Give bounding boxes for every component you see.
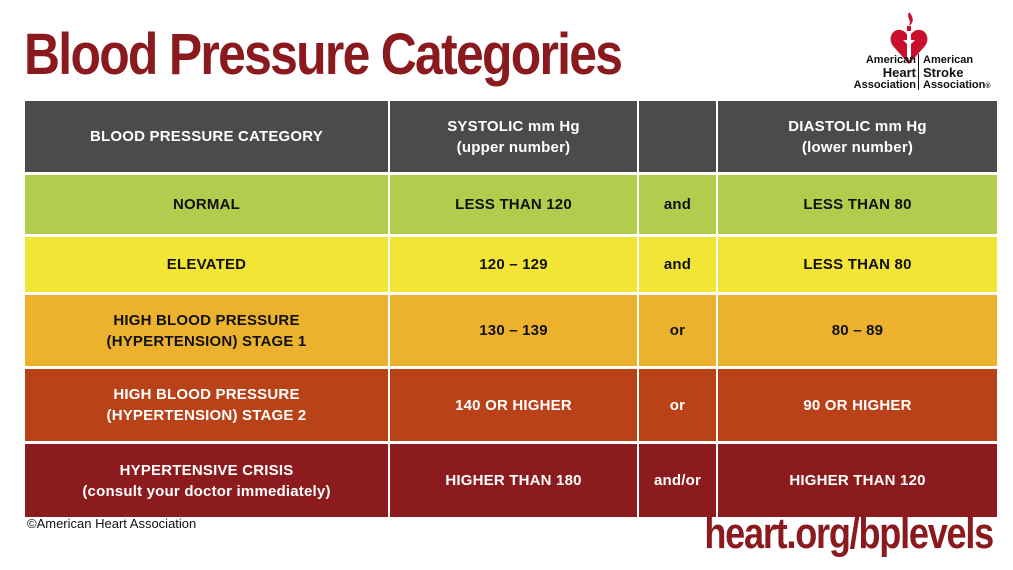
header-category: BLOOD PRESSURE CATEGORY xyxy=(25,101,388,172)
category-cell: NORMAL xyxy=(25,175,388,234)
systolic-cell: HIGHER THAN 180 xyxy=(390,444,637,517)
header-diastolic: DIASTOLIC mm Hg (lower number) xyxy=(718,101,997,172)
category-cell: HYPERTENSIVE CRISIS (consult your doctor… xyxy=(25,444,388,517)
systolic-cell: 120 – 129 xyxy=(390,237,637,292)
header-systolic: SYSTOLIC mm Hg (upper number) xyxy=(390,101,637,172)
systolic-cell: 140 OR HIGHER xyxy=(390,369,637,441)
systolic-cell: LESS THAN 120 xyxy=(390,175,637,234)
diastolic-cell: HIGHER THAN 120 xyxy=(718,444,997,517)
connector-cell: or xyxy=(639,295,716,366)
systolic-cell: 130 – 139 xyxy=(390,295,637,366)
aha-asa-logo: American Heart Association American Stro… xyxy=(842,10,992,91)
website-url: heart.org/bplevels xyxy=(704,509,994,558)
heart-torch-icon xyxy=(890,12,928,64)
aha-wordmark: American Heart Association xyxy=(853,54,916,91)
connector-cell: and xyxy=(639,237,716,292)
logo-divider xyxy=(918,54,919,90)
category-cell: HIGH BLOOD PRESSURE (HYPERTENSION) STAGE… xyxy=(25,295,388,366)
connector-cell: or xyxy=(639,369,716,441)
diastolic-cell: LESS THAN 80 xyxy=(718,237,997,292)
asa-wordmark: American Stroke Association® xyxy=(923,54,991,91)
category-cell: ELEVATED xyxy=(25,237,388,292)
bp-categories-table: BLOOD PRESSURE CATEGORY SYSTOLIC mm Hg (… xyxy=(25,101,997,517)
diastolic-cell: 90 OR HIGHER xyxy=(718,369,997,441)
copyright-notice: ©American Heart Association xyxy=(27,516,197,531)
category-cell: HIGH BLOOD PRESSURE (HYPERTENSION) STAGE… xyxy=(25,369,388,441)
header-connector xyxy=(639,101,716,172)
diastolic-cell: 80 – 89 xyxy=(718,295,997,366)
page-title: Blood Pressure Categories xyxy=(24,22,623,87)
connector-cell: and/or xyxy=(639,444,716,517)
diastolic-cell: LESS THAN 80 xyxy=(718,175,997,234)
connector-cell: and xyxy=(639,175,716,234)
